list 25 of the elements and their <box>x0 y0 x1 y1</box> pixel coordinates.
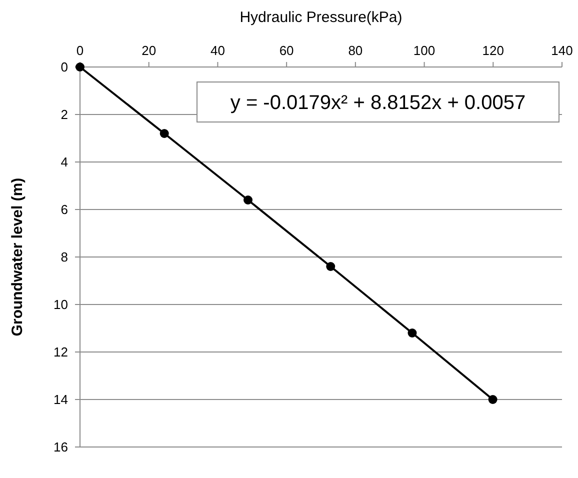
point <box>488 395 498 404</box>
y-tick-label: 12 <box>54 344 68 360</box>
x-tick-label: 140 <box>551 43 573 58</box>
y-tick-label: 8 <box>60 250 68 265</box>
y-tick-label: 2 <box>60 107 68 122</box>
y-axis-title: Groundwater level (m) <box>9 178 26 336</box>
x-tick-label: 20 <box>142 43 156 58</box>
annotation: y = -0.0179x² + 8.8152x + 0.0057 <box>230 92 526 114</box>
x-axis-title: Hydraulic Pressure(kPa) <box>240 9 402 26</box>
x-tick-label: 100 <box>413 43 436 58</box>
y-tick-label: 4 <box>60 154 68 170</box>
point <box>160 129 169 138</box>
x-tick-label: 60 <box>279 43 294 58</box>
y-tick-label: 14 <box>54 392 68 408</box>
point <box>244 196 253 204</box>
y-tick-label: 10 <box>54 297 68 312</box>
x-tick-label: 40 <box>210 43 225 58</box>
x-tick-label: 0 <box>76 43 84 58</box>
y-tick-label: 16 <box>54 440 68 455</box>
y-tick-label: 6 <box>60 202 68 218</box>
point <box>408 328 417 338</box>
x-tick-label: 120 <box>482 43 504 58</box>
x-tick-label: 80 <box>348 43 363 58</box>
point <box>326 262 336 271</box>
y-tick-label: 0 <box>60 60 68 75</box>
